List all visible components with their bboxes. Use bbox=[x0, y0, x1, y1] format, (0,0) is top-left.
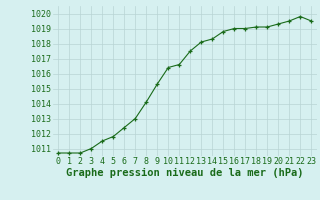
X-axis label: Graphe pression niveau de la mer (hPa): Graphe pression niveau de la mer (hPa) bbox=[66, 168, 304, 178]
